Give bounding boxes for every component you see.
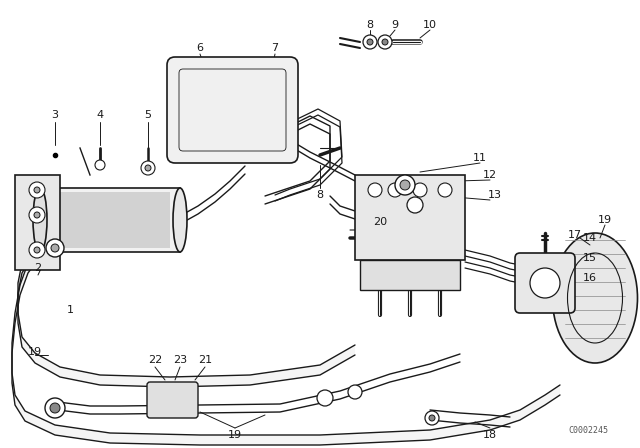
Text: 9: 9 [392,20,399,30]
Text: 8: 8 [367,20,374,30]
Text: 19: 19 [28,347,42,357]
Circle shape [95,160,105,170]
Polygon shape [18,235,355,387]
Circle shape [388,183,402,197]
Polygon shape [12,247,560,445]
Circle shape [34,187,40,193]
Circle shape [530,268,560,298]
Text: 19: 19 [228,430,242,440]
Bar [50,192,170,248]
Circle shape [367,39,373,45]
Circle shape [29,207,45,223]
Circle shape [348,385,362,399]
Circle shape [317,390,333,406]
Circle shape [400,180,410,190]
Circle shape [145,165,151,171]
Circle shape [29,242,45,258]
Text: 11: 11 [473,153,487,163]
Circle shape [34,247,40,253]
Circle shape [45,398,65,418]
Circle shape [438,183,452,197]
Bar [355,175,465,260]
Text: 19: 19 [598,215,612,225]
Text: 6: 6 [196,43,204,53]
Text: 7: 7 [271,43,278,53]
FancyBboxPatch shape [515,253,575,313]
Text: 15: 15 [583,253,597,263]
Circle shape [51,244,59,252]
Text: 3: 3 [51,110,58,120]
Text: 10: 10 [423,20,437,30]
Text: 18: 18 [483,430,497,440]
Text: 5: 5 [145,110,152,120]
Text: 1: 1 [67,305,74,315]
Circle shape [429,415,435,421]
Circle shape [407,197,423,213]
Circle shape [368,183,382,197]
Text: 16: 16 [583,273,597,283]
Circle shape [382,39,388,45]
Text: 12: 12 [483,170,497,180]
Bar [360,260,460,290]
Bar [15,175,60,270]
Circle shape [425,411,439,425]
FancyBboxPatch shape [147,382,198,418]
Circle shape [46,239,64,257]
Circle shape [141,161,155,175]
Text: 4: 4 [97,110,104,120]
Circle shape [378,35,392,49]
Circle shape [34,212,40,218]
Text: 17: 17 [568,230,582,240]
Circle shape [395,175,415,195]
Ellipse shape [33,188,47,252]
Text: 22: 22 [148,355,162,365]
Text: 23: 23 [173,355,187,365]
Text: 13: 13 [488,190,502,200]
Text: 21: 21 [198,355,212,365]
Circle shape [50,403,60,413]
Circle shape [363,35,377,49]
Text: C0002245: C0002245 [568,426,608,435]
Text: 2: 2 [35,263,42,273]
Circle shape [413,183,427,197]
Circle shape [29,182,45,198]
Ellipse shape [552,233,637,363]
Bar [40,188,180,252]
Text: 8: 8 [316,190,324,200]
Text: 20: 20 [373,217,387,227]
Ellipse shape [173,188,187,252]
FancyBboxPatch shape [167,57,298,163]
Text: 14: 14 [583,233,597,243]
